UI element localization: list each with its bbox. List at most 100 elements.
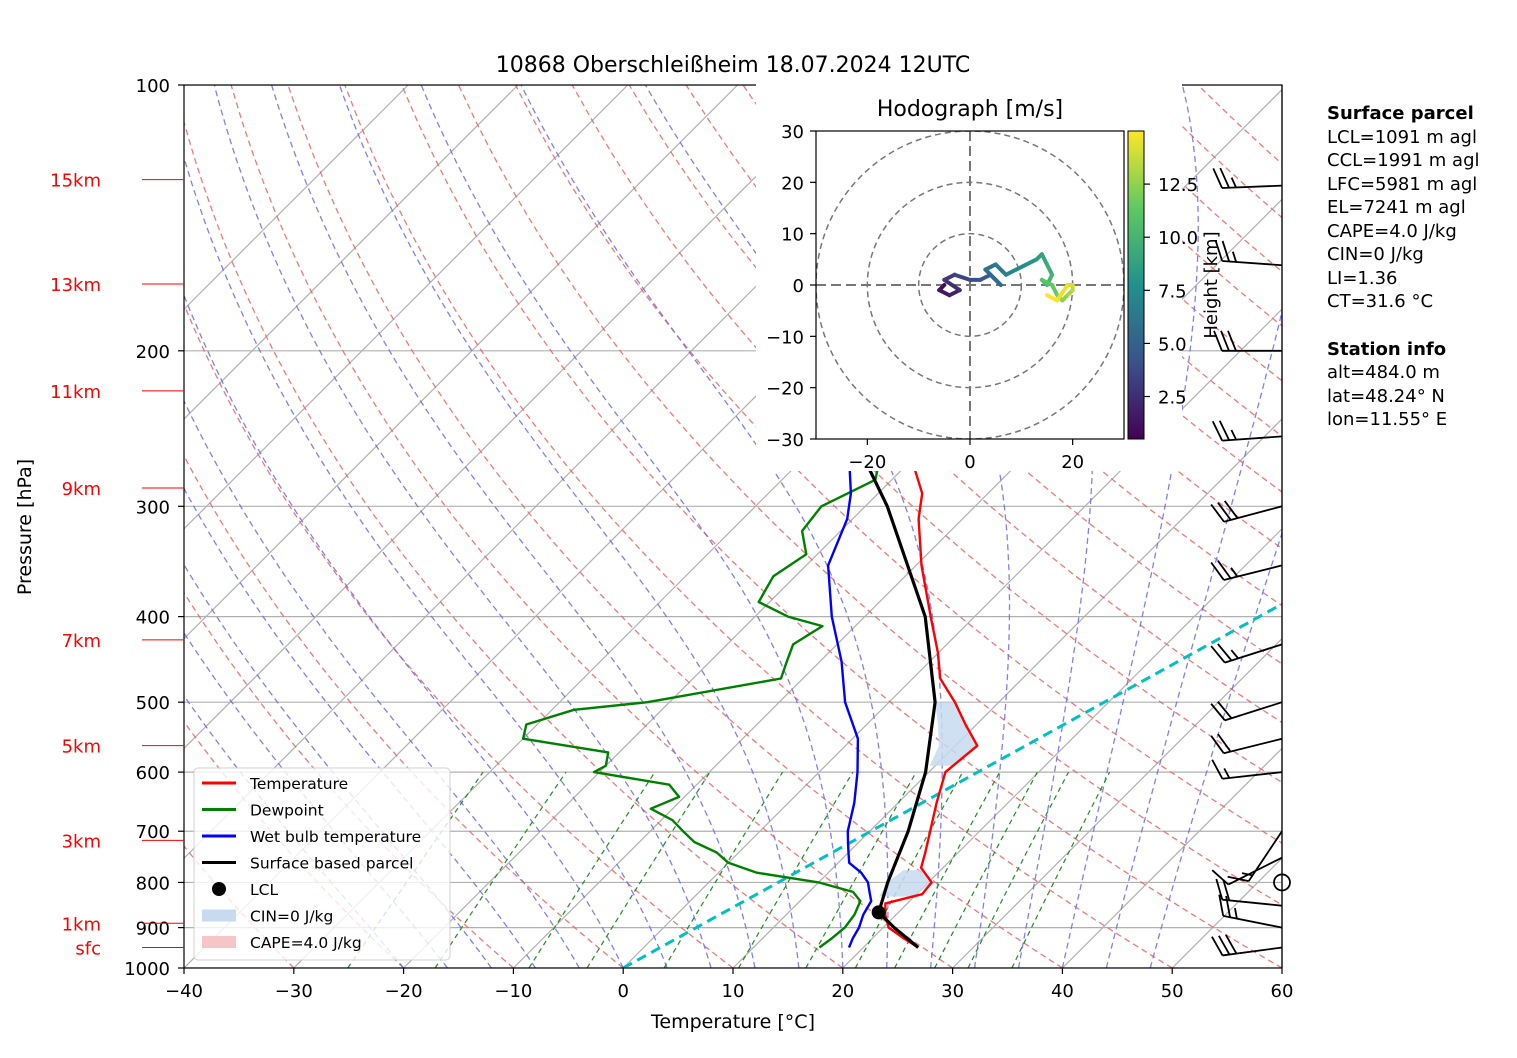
station-info-line: lon=11.55° E [1327,409,1448,430]
wind-barb-flag [1217,502,1232,521]
mixing-ratio-line [854,771,964,968]
legend-swatch [212,882,226,896]
moist-adiabat-line [184,293,624,968]
wind-barb-flag [1218,894,1225,916]
surface-parcel-line: LCL=1091 m agl [1327,126,1477,148]
y-axis-label: Pressure [hPa] [14,459,36,595]
dry-adiabat-line [184,454,624,968]
wind-barb-flag [1227,875,1249,883]
hodograph-trace [983,267,1003,287]
wind-barb [1210,560,1283,581]
wind-barb-shaft [1247,830,1283,882]
moist-adiabat-line [1105,308,1282,968]
x-tick-label: −20 [385,981,423,1002]
isotherm-line [952,637,1282,968]
moist-adiabat-line [338,85,800,968]
colorbar-tick-label: 5.0 [1158,334,1187,355]
x-tick-label: 60 [1271,981,1294,1002]
wind-barb-flag [1230,649,1239,659]
wind-barb-flag [1217,701,1233,719]
height-label: 15km [50,171,101,192]
wind-barb-flag [1225,934,1238,955]
hodograph-y-tick-label: −10 [766,327,804,348]
wind-barb-flag [1217,733,1232,753]
lcl-marker [871,905,886,920]
wind-barb [1211,420,1283,442]
x-tick-label: 0 [617,981,628,1002]
dry-adiabat-line [184,302,734,968]
wind-barb-flag [1230,429,1237,441]
wind-barb-flag [1211,869,1229,886]
wind-barb-flag [1210,703,1226,721]
wind-barb-shaft [1222,914,1283,929]
x-axis-label: Temperature [°C] [650,1011,815,1033]
height-label: 1km [62,914,101,935]
wind-barb [1213,330,1282,352]
legend-label: Dewpoint [250,802,324,820]
y-tick-label: 200 [136,342,170,363]
wind-barb-shaft [1222,946,1283,957]
wind-barb [1227,830,1283,883]
legend-label: CIN=0 J/kg [250,908,333,926]
hodograph-plot [816,131,1124,439]
hodograph-y-tick-label: 10 [781,225,804,246]
hodograph-title: Hodograph [m/s] [877,97,1063,122]
wind-barb-flag [1230,567,1239,578]
moist-adiabat-line [184,487,536,968]
wind-barb-shaft [1223,505,1283,523]
surface-parcel-line: CCL=1991 m agl [1327,150,1480,171]
wind-barb-shaft [1224,643,1283,664]
wind-barb [1210,733,1283,755]
colorbar-label: Height [km] [1201,231,1222,338]
hodograph-trace [993,262,1008,277]
hodograph-background [756,83,1182,471]
hodograph-ring [917,232,1023,338]
wind-barb [1215,878,1283,907]
wind-barb-shaft [1222,435,1283,442]
legend-label: LCL [250,881,278,899]
isotherm-line [184,85,629,530]
hodograph-colorbar [1127,130,1145,440]
wind-barb [1214,240,1283,267]
wind-barb-flag [1211,420,1223,442]
wind-barb-flag [1222,879,1231,901]
hodograph-y-tick-label: 20 [781,173,804,194]
dry-adiabat-line [344,85,1173,968]
dry-adiabat-line [184,120,844,968]
moist-adiabat-line [184,563,492,968]
wind-barb-flag [1231,251,1237,263]
wind-barb-flag [1223,768,1231,779]
wind-barb-flag [1223,500,1239,519]
height-label: 3km [62,831,101,852]
wind-barb-flag [1210,645,1226,664]
wind-barb-flag [1217,643,1233,662]
wind-barb-flag [1213,330,1223,352]
moist-adiabat-line [184,155,668,968]
isotherm-line [184,85,739,640]
surface-parcel-line: LFC=5981 m agl [1327,173,1478,195]
x-tick-label: −30 [275,981,313,1002]
colorbar-tick-label: 12.5 [1158,175,1198,196]
x-tick-label: −40 [165,981,203,1002]
y-tick-label: 500 [136,693,170,714]
wind-barb-flag [1215,878,1224,900]
isotherm-line [622,308,1282,968]
mixing-ratio-line [663,771,784,968]
wind-barb [1211,934,1283,957]
wind-barb-flag [1219,167,1230,189]
wind-barb-shaft [1224,701,1283,722]
isotherm-line [184,85,519,420]
mixing-ratio-line [586,771,711,968]
wind-barb-flag [1241,872,1253,877]
hodograph-y-tick-label: −30 [766,430,804,451]
wind-barb [1273,873,1291,892]
surface-parcel-line: LI=1.36 [1327,267,1398,289]
wind-barb-flag [1210,503,1225,523]
colorbar-tick-label: 7.5 [1158,281,1187,302]
wind-barb-flag [1227,330,1237,352]
colorbar-tick-label: 2.5 [1158,388,1187,409]
moist-adiabat-line [184,399,580,968]
x-tick-label: −10 [494,981,532,1002]
station-info-title: Station info [1327,338,1447,360]
